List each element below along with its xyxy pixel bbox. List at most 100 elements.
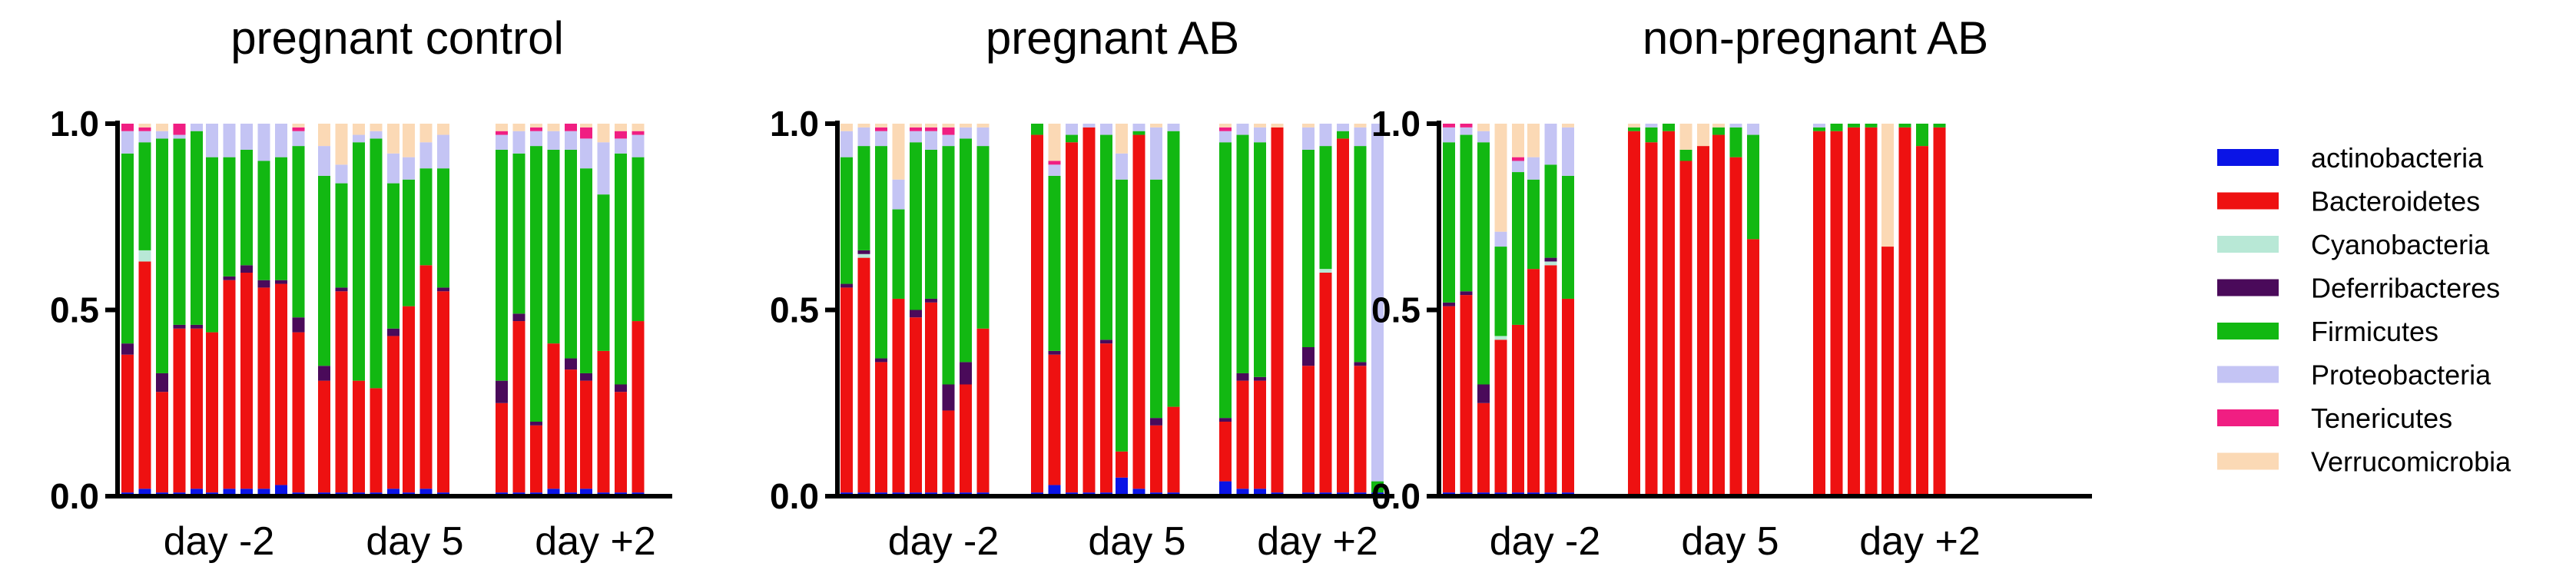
bar-segment-verrucomicrobia bbox=[353, 124, 365, 135]
bar-segment-bacteroidetes bbox=[857, 257, 870, 493]
bar-segment-bacteroidetes bbox=[275, 283, 287, 485]
bar-segment-deferribacteres bbox=[335, 287, 348, 292]
bar-segment-bacteroidetes bbox=[1082, 127, 1096, 493]
bar-segment-firmicutes bbox=[1813, 127, 1825, 131]
stacked-bar bbox=[1236, 124, 1249, 496]
bar-segment-proteobacteria bbox=[353, 134, 365, 143]
bar-segment-deferribacteres bbox=[1302, 347, 1315, 366]
legend-label: Bacteroidetes bbox=[2311, 186, 2480, 217]
bar-segment-proteobacteria bbox=[1167, 124, 1180, 131]
bar-segment-bacteroidetes bbox=[156, 392, 168, 493]
x-group-label: day -2 bbox=[888, 519, 1000, 564]
bar-segment-bacteroidetes bbox=[1150, 425, 1162, 493]
bar-segment-firmicutes bbox=[530, 146, 542, 422]
bar-segment-verrucomicrobia bbox=[403, 124, 415, 157]
stacked-bar bbox=[840, 124, 853, 496]
bar-segment-firmicutes bbox=[1747, 134, 1759, 240]
stacked-bar bbox=[512, 124, 525, 496]
bar-segment-actinobacteria bbox=[1236, 489, 1249, 496]
x-group-label: day -2 bbox=[164, 519, 275, 564]
bar-segment-actinobacteria bbox=[547, 489, 560, 496]
bar-segment-firmicutes bbox=[960, 138, 972, 363]
bar-segment-bacteroidetes bbox=[292, 332, 305, 493]
bar-segment-bacteroidetes bbox=[1865, 127, 1878, 496]
stacked-bar bbox=[1443, 124, 1455, 496]
bar-segment-firmicutes bbox=[1066, 134, 1078, 143]
stacked-bar bbox=[318, 124, 330, 496]
bar-segment-deferribacteres bbox=[173, 324, 186, 329]
stacked-bar bbox=[1881, 124, 1894, 496]
bar-segment-bacteroidetes bbox=[419, 265, 433, 489]
bar-segment-proteobacteria bbox=[437, 134, 449, 169]
x-group-label: day 5 bbox=[1681, 519, 1779, 564]
bar-segment-bacteroidetes bbox=[1048, 354, 1061, 485]
bar-group bbox=[318, 124, 399, 496]
bar-segment-actinobacteria bbox=[387, 489, 399, 496]
bar-segment-verrucomicrobia bbox=[925, 124, 937, 128]
bar-segment-firmicutes bbox=[1830, 124, 1843, 131]
legend-swatch bbox=[2217, 323, 2279, 339]
legend: actinobacteria Bacteroidetes Cyanobacteria… bbox=[2217, 142, 2511, 478]
bar-segment-verrucomicrobia bbox=[875, 124, 887, 128]
bar-segment-bacteroidetes bbox=[1066, 142, 1078, 493]
bar-segment-cyanobacteria bbox=[857, 253, 870, 258]
panel-title: pregnant AB bbox=[986, 12, 1239, 64]
bar-segment-bacteroidetes bbox=[318, 380, 330, 493]
legend-item-cyanobacteria: Cyanobacteria bbox=[2217, 229, 2490, 260]
bar-segment-bacteroidetes bbox=[1460, 295, 1473, 493]
bar-segment-bacteroidetes bbox=[910, 317, 922, 493]
bar-segment-cyanobacteria bbox=[1494, 336, 1507, 340]
bar-segment-bacteroidetes bbox=[121, 354, 134, 493]
stacked-bar bbox=[910, 124, 922, 496]
stacked-bar bbox=[156, 124, 168, 496]
bar-segment-actinobacteria bbox=[580, 489, 592, 496]
bar-segment-tenericutes bbox=[565, 124, 577, 131]
bar-group bbox=[1219, 124, 1284, 496]
bar-group bbox=[1712, 124, 1759, 497]
legend-label: Cyanobacteria bbox=[2311, 229, 2490, 260]
y-tick-label: 1.0 bbox=[770, 104, 819, 144]
bar-segment-verrucomicrobia bbox=[1302, 124, 1315, 128]
bar-segment-bacteroidetes bbox=[840, 287, 853, 493]
stacked-bar bbox=[138, 124, 151, 496]
bar-segment-verrucomicrobia bbox=[419, 124, 433, 143]
bar-segment-deferribacteres bbox=[512, 313, 525, 322]
panel-pregnant-control: pregnant control 0.0 0.5 1.0 day -2 day 5 day … bbox=[50, 12, 672, 564]
bar-segment-bacteroidetes bbox=[512, 321, 525, 493]
panel-title: pregnant control bbox=[230, 12, 564, 64]
stacked-bar bbox=[1916, 124, 1928, 496]
bar-segment-bacteroidetes bbox=[1562, 298, 1574, 493]
bar-segment-firmicutes bbox=[1354, 146, 1367, 363]
bar-segment-proteobacteria bbox=[632, 134, 645, 157]
bar-segment-bacteroidetes bbox=[1167, 406, 1180, 493]
bar-segment-deferribacteres bbox=[565, 358, 577, 370]
bar-group bbox=[121, 124, 203, 496]
bar-segment-firmicutes bbox=[121, 153, 134, 344]
bar-segment-bacteroidetes bbox=[892, 298, 905, 493]
stacked-bar bbox=[580, 124, 592, 496]
bar-segment-tenericutes bbox=[496, 131, 508, 135]
bar-segment-verrucomicrobia bbox=[1712, 124, 1725, 128]
bar-segment-proteobacteria bbox=[512, 131, 525, 154]
bar-group bbox=[840, 124, 922, 496]
bar-segment-bacteroidetes bbox=[353, 380, 365, 493]
bar-segment-firmicutes bbox=[1679, 149, 1692, 161]
bar-segment-proteobacteria bbox=[1354, 127, 1367, 147]
bar-segment-bacteroidetes bbox=[1830, 131, 1843, 496]
bar-segment-verrucomicrobia bbox=[156, 124, 168, 131]
stacked-bar bbox=[857, 124, 870, 496]
bar-segment-firmicutes bbox=[156, 138, 168, 373]
stacked-bar bbox=[1048, 124, 1061, 496]
bar-segment-verrucomicrobia bbox=[335, 124, 348, 165]
bar-segment-bacteroidetes bbox=[942, 410, 955, 493]
y-tick-label: 0.0 bbox=[50, 476, 99, 516]
panels-layer: pregnant control 0.0 0.5 1.0 day -2 day 5 day … bbox=[50, 12, 2092, 564]
bar-segment-bacteroidetes bbox=[1354, 366, 1367, 493]
bar-segment-proteobacteria bbox=[138, 131, 151, 143]
bar-segment-firmicutes bbox=[1116, 179, 1128, 452]
bar-segment-verrucomicrobia bbox=[1512, 124, 1524, 157]
bar-segment-verrucomicrobia bbox=[857, 124, 870, 128]
bar-segment-firmicutes bbox=[223, 157, 236, 277]
bar-segment-proteobacteria bbox=[1562, 127, 1574, 176]
legend-item-tenericutes: Tenericutes bbox=[2217, 402, 2452, 434]
